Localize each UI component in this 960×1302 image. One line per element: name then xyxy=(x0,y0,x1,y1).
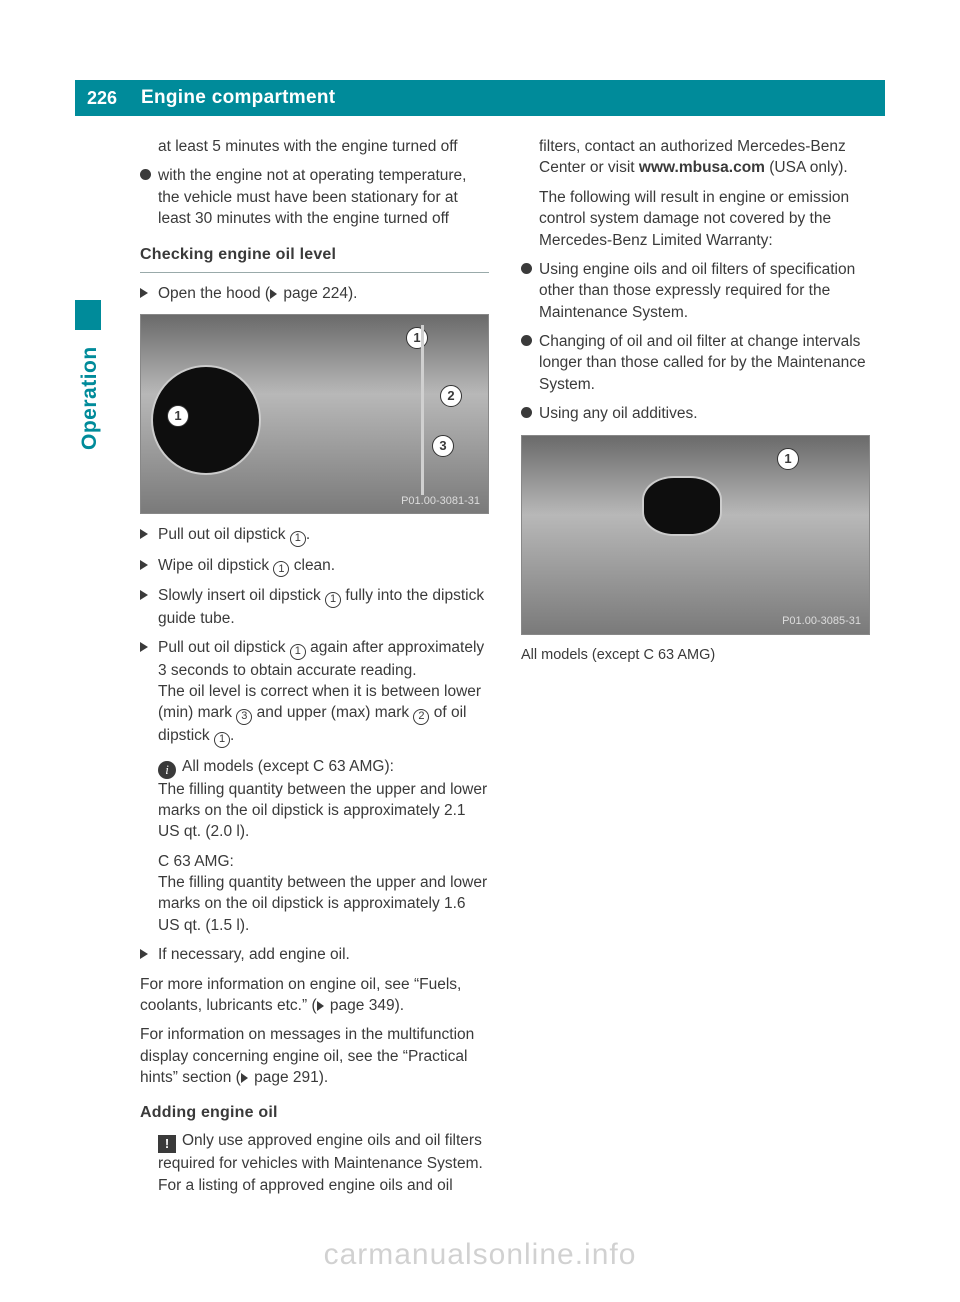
page-number: 226 xyxy=(75,80,129,116)
ref-2: 2 xyxy=(413,709,429,725)
ref-1: 1 xyxy=(290,644,306,660)
step-icon xyxy=(140,560,148,570)
page-content: at least 5 minutes with the engine turne… xyxy=(140,136,870,1202)
bullet-text: with the engine not at operating tempera… xyxy=(158,165,489,229)
url-text: www.mbusa.com xyxy=(639,159,765,176)
step-item: Wipe oil dipstick 1 clean. xyxy=(140,555,489,578)
header-bar: 226 Engine compartment xyxy=(75,80,885,116)
intro-text: at least 5 minutes with the engine turne… xyxy=(158,136,489,157)
ref-3: 3 xyxy=(236,709,252,725)
side-label: Operation xyxy=(78,346,102,450)
bullet-icon xyxy=(521,335,532,346)
chapter-title: Engine compartment xyxy=(141,87,335,109)
watermark: carmanualsonline.info xyxy=(0,1238,960,1272)
xref-icon xyxy=(317,1001,324,1011)
ref-1: 1 xyxy=(273,561,289,577)
step-icon xyxy=(140,529,148,539)
ref-1: 1 xyxy=(290,531,306,547)
side-tab xyxy=(75,300,101,330)
step-text: Open the hood ( page 224). xyxy=(158,283,489,304)
step-item: Slowly insert oil dipstick 1 fully into … xyxy=(140,585,489,629)
step-text: If necessary, add engine oil. xyxy=(158,944,489,965)
figure-code: P01.00-3085-31 xyxy=(782,614,861,629)
figure-dipstick: 1 1 2 3 P01.00-3081-31 xyxy=(140,314,489,514)
info-icon: i xyxy=(158,761,176,779)
step-item: Pull out oil dipstick 1. xyxy=(140,524,489,547)
bullet-item: with the engine not at operating tempera… xyxy=(140,165,489,229)
callout-1: 1 xyxy=(777,448,799,470)
step-icon xyxy=(140,642,148,652)
step-icon xyxy=(140,949,148,959)
bullet-text: Changing of oil and oil filter at change… xyxy=(539,331,870,395)
info-block: C 63 AMG: The filling quantity between t… xyxy=(158,851,489,937)
bullet-text: Using engine oils and oil filters of spe… xyxy=(539,259,870,323)
info-block: iAll models (except C 63 AMG): The filli… xyxy=(158,756,489,843)
callout-2: 2 xyxy=(440,385,462,407)
step-text: Wipe oil dipstick 1 clean. xyxy=(158,555,489,578)
step-icon xyxy=(140,288,148,298)
figure-caption: All models (except C 63 AMG) xyxy=(521,645,870,665)
bullet-icon xyxy=(140,169,151,180)
step-text: Slowly insert oil dipstick 1 fully into … xyxy=(158,585,489,629)
heading-check-oil: Checking engine oil level xyxy=(140,244,489,273)
callout-1b: 1 xyxy=(406,327,428,349)
bullet-item: Using any oil additives. xyxy=(521,403,870,424)
ref-1: 1 xyxy=(214,732,230,748)
bullet-text: Using any oil additives. xyxy=(539,403,870,424)
info-text: The filling quantity between the upper a… xyxy=(158,781,487,841)
step-item: Pull out oil dipstick 1 again after appr… xyxy=(140,637,489,747)
bullet-icon xyxy=(521,407,532,418)
callout-3: 3 xyxy=(432,435,454,457)
xref-icon xyxy=(270,289,277,299)
bullet-icon xyxy=(521,263,532,274)
warning-icon: ! xyxy=(158,1135,176,1153)
step-item: Open the hood ( page 224). xyxy=(140,283,489,304)
col2-intro: For information on messages in the multi… xyxy=(140,1024,489,1088)
warning-text: The following will result in engine or e… xyxy=(539,187,870,251)
step-item: If necessary, add engine oil. xyxy=(140,944,489,965)
ref-1: 1 xyxy=(325,592,341,608)
bullet-item: Changing of oil and oil filter at change… xyxy=(521,331,870,395)
figure-code: P01.00-3081-31 xyxy=(401,494,480,509)
callout-1: 1 xyxy=(167,405,189,427)
more-info: For more information on engine oil, see … xyxy=(140,974,489,1017)
figure-oil-cap: 1 P01.00-3085-31 xyxy=(521,435,870,635)
info-text: The filling quantity between the upper a… xyxy=(158,874,487,934)
heading-add-oil: Adding engine oil xyxy=(140,1102,489,1124)
step-text: Pull out oil dipstick 1 again after appr… xyxy=(158,637,489,747)
step-text: Pull out oil dipstick 1. xyxy=(158,524,489,547)
bullet-item: Using engine oils and oil filters of spe… xyxy=(521,259,870,323)
step-icon xyxy=(140,590,148,600)
xref-icon xyxy=(241,1073,248,1083)
